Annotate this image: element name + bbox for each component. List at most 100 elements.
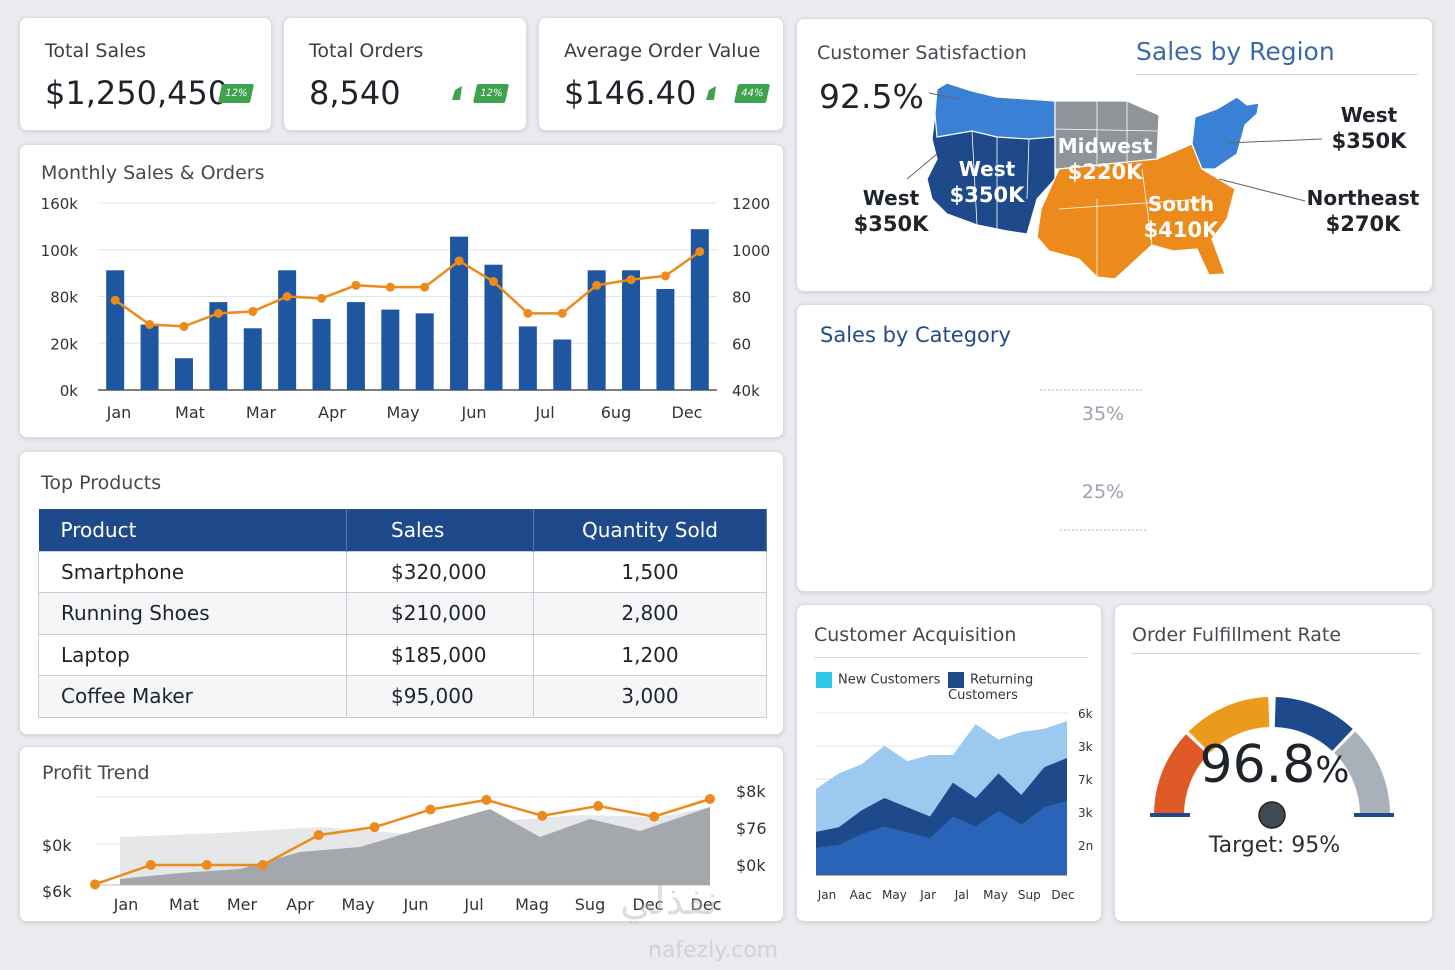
orders-point <box>695 247 705 257</box>
right-axis-tick: 40k <box>732 382 760 400</box>
x-axis-tick: Aac <box>850 888 872 902</box>
profit-line <box>94 797 711 886</box>
legend-swatch <box>816 672 832 688</box>
table-row: Running Shoes $210,000 2,800 <box>38 592 767 635</box>
satisfaction-value: 92.5% <box>819 77 924 116</box>
x-axis-tick: Mat <box>169 895 199 914</box>
watermark: نفذلي <box>620 878 718 924</box>
orders-point <box>282 292 292 301</box>
legend-label: Returning Customers <box>948 672 1034 704</box>
region-title: Sales by Region <box>1136 37 1335 66</box>
x-axis-tick: Jan <box>106 403 132 422</box>
x-axis-tick: Jun <box>461 403 487 422</box>
pie-label: Home Goods <box>886 501 1021 523</box>
table-cell: 1,500 <box>533 550 767 593</box>
orders-point <box>592 280 602 290</box>
right-axis-tick: 3k <box>1078 806 1093 820</box>
pie-label: 30% <box>1245 400 1290 422</box>
sales-bar <box>622 270 641 390</box>
kpi-value: $146.40 <box>564 74 697 112</box>
x-axis-tick: Sup <box>1018 888 1041 902</box>
region-card: Customer Satisfaction 92.5% Sales by Reg… <box>796 18 1433 292</box>
table-row: Coffee Maker $95,000 3,000 <box>38 675 767 718</box>
acquisition-area-chart: 6k 3k 7k 3k 2n Jan Aac May Jar Jal May Sup Dec <box>816 707 1093 902</box>
x-axis-tick: Apr <box>318 403 346 422</box>
sales-bar <box>346 302 365 390</box>
watermark-domain: nafezly.com <box>648 938 779 963</box>
table-header-row: Product Sales Quantity Sold <box>38 509 767 551</box>
state-border <box>1054 128 1158 132</box>
leader-line <box>1218 178 1306 202</box>
sales-bar <box>518 326 537 390</box>
sales-bar <box>278 270 297 390</box>
pie-label: 20% <box>1208 526 1258 550</box>
pie-side-label: 35% <box>1082 403 1124 425</box>
sales-bar <box>209 302 228 390</box>
profit-point <box>145 860 156 870</box>
orders-point <box>317 293 327 303</box>
sales-bar <box>415 313 434 390</box>
sales-bar <box>553 339 572 390</box>
x-axis-tick: Jan <box>113 895 139 914</box>
left-axis-tick: 100k <box>41 242 79 260</box>
x-axis-tick: Dec <box>672 403 703 422</box>
x-axis-tick: Dec <box>691 895 722 914</box>
left-axis-tick: 160k <box>41 195 79 213</box>
table-cell: 3,000 <box>533 675 767 718</box>
profit-point <box>369 822 380 833</box>
table-row: Laptop $185,000 1,200 <box>38 633 767 676</box>
right-axis-tick: 2n <box>1078 839 1093 853</box>
region-name-label: West <box>1341 103 1398 127</box>
x-axis-tick: Jul <box>534 403 554 422</box>
title-rule <box>1132 653 1420 654</box>
orders-point <box>110 295 120 305</box>
x-axis-tick: Jar <box>919 888 936 902</box>
kpi-badge: 12% <box>217 84 255 103</box>
right-axis-tick: $76 <box>736 819 767 838</box>
orders-line <box>114 250 701 328</box>
gauge-segment-gray <box>1333 731 1390 816</box>
table-cell: $185,000 <box>346 633 534 676</box>
sales-bar <box>381 309 400 390</box>
gauge-target: Target: 95% <box>1208 833 1341 858</box>
x-axis-tick: 6ug <box>601 403 631 422</box>
gauge-segment-blue <box>1274 697 1353 752</box>
state-border <box>1026 138 1030 200</box>
table-row: Smartphone $320,000 1,500 <box>38 550 767 593</box>
table-cell: Smartphone <box>38 550 347 593</box>
card-title: Customer Acquisition <box>814 624 1017 646</box>
kpi-value: 8,540 <box>309 74 401 112</box>
orders-point <box>351 280 361 290</box>
region-name-label: Midwest <box>1058 134 1153 158</box>
sales-bar <box>450 236 469 390</box>
card-title: Profit Trend <box>42 762 150 784</box>
pie-label: 20% <box>932 524 980 548</box>
pie-side-label: 25% <box>1082 481 1124 503</box>
profit-point <box>201 860 212 870</box>
pie-label: Home Goods <box>1123 425 1251 446</box>
card-title: Top Products <box>41 472 162 494</box>
kpi-label: Total Sales <box>45 40 146 62</box>
orders-point <box>660 271 670 281</box>
right-axis-tick: 1000 <box>732 242 770 260</box>
x-axis-tick: Dec <box>1051 888 1074 902</box>
pie-label: Electronics <box>1208 378 1320 399</box>
kpi-total-orders: Total Orders 8,540 12% <box>283 17 527 131</box>
profit-point <box>90 879 100 890</box>
title-rule <box>814 657 1088 658</box>
orders-point <box>523 308 533 318</box>
table-cell: $320,000 <box>346 550 534 593</box>
x-axis-tick: Jun <box>403 895 429 914</box>
sales-bar <box>312 318 331 390</box>
x-axis-tick: May <box>882 888 907 902</box>
profit-trend-chart: $0k $6k $8k $76 $0k Jan Mat Mer Apr May Jun Jul Mag S… <box>42 782 767 914</box>
right-axis-tick: 60 <box>732 335 751 353</box>
gauge-needle-hub <box>1258 801 1286 829</box>
table-cell: Laptop <box>38 633 347 676</box>
orders-point <box>385 282 395 292</box>
left-axis-tick: $6k <box>42 882 72 901</box>
left-axis-tick: 80k <box>50 289 78 307</box>
pie-label: 14%% <box>851 434 919 458</box>
kpi-label: Total Orders <box>309 40 424 62</box>
region-name-label: Northeast <box>1307 186 1420 210</box>
